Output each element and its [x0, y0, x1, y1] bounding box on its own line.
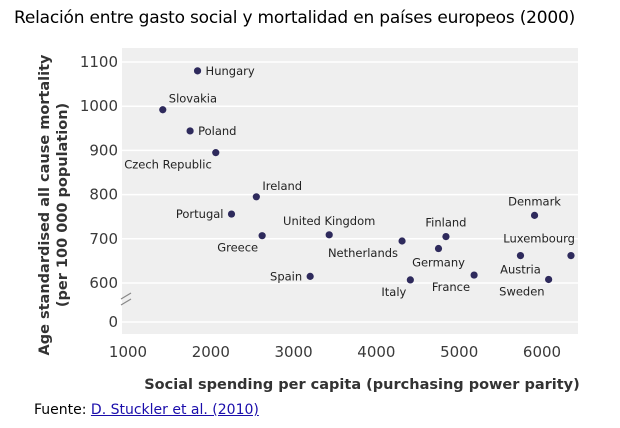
point-label: Slovakia [169, 92, 217, 106]
x-tick-label: 1000 [109, 343, 147, 361]
data-point [567, 251, 575, 260]
y-axis-label-line1: Age standardised all cause mortality [37, 54, 53, 356]
point-label: Germany [412, 256, 465, 270]
point-label: Italy [381, 285, 406, 299]
point-label: Ireland [262, 179, 302, 193]
x-tick-label: 5000 [440, 343, 478, 361]
data-point [227, 210, 236, 218]
data-point [398, 237, 406, 245]
point-label: Poland [198, 124, 236, 138]
point-label: Sweden [499, 284, 544, 298]
y-tick-label: 0 [108, 313, 118, 331]
data-point [406, 276, 414, 284]
point-label: Luxembourg [503, 232, 575, 246]
y-tick-label: 800 [89, 186, 118, 204]
x-tick-label: 2000 [192, 343, 230, 361]
x-tick-label: 4000 [357, 343, 395, 361]
data-point [212, 149, 220, 157]
scatter-chart: 1000 2000 3000 4000 5000 6000 0 600 700 800 900 10… [37, 48, 580, 393]
data-point [186, 127, 194, 135]
y-tick-label: 600 [89, 274, 118, 292]
data-point [159, 106, 167, 114]
data-point [325, 231, 333, 239]
source-link[interactable]: D. Stuckler et al. (2010) [90, 402, 259, 418]
axis-break [120, 292, 132, 306]
point-label: Hungary [206, 64, 255, 78]
x-tick-label: 6000 [523, 343, 561, 361]
data-point [258, 232, 266, 240]
data-point [442, 232, 450, 241]
y-tick-label: 1000 [80, 97, 118, 115]
y-tick-labels: 0 600 700 800 900 1000 1100 [80, 53, 118, 331]
point-label: Denmark [508, 194, 561, 208]
point-label: Finland [425, 216, 466, 230]
point-label: Netherlands [328, 246, 398, 260]
source-prefix: Fuente: [34, 402, 91, 418]
x-tick-labels: 1000 2000 3000 4000 5000 6000 [109, 343, 561, 361]
axis-break-mark [120, 298, 132, 306]
data-point [306, 272, 314, 280]
point-label: France [432, 280, 470, 294]
data-point [470, 271, 478, 279]
point-label: Portugal [176, 207, 224, 221]
point-label: Greece [217, 241, 258, 255]
y-tick-label: 700 [89, 230, 118, 248]
data-point [545, 275, 553, 284]
point-label: Czech Republic [124, 158, 212, 172]
point-label: Spain [270, 269, 302, 283]
data-point [252, 193, 260, 201]
data-point [434, 244, 443, 253]
data-point [530, 211, 539, 219]
data-points: Hungary Slovakia Poland Czech Republic Irela… [124, 64, 575, 299]
axis-break-mark [120, 292, 132, 300]
point-label: United Kingdom [283, 214, 375, 228]
chart-title: Relación entre gasto social y mortalidad… [14, 8, 576, 28]
source-footer: Fuente: D. Stuckler et al. (2010) [34, 402, 259, 418]
data-point [193, 67, 202, 75]
x-tick-label: 3000 [275, 343, 313, 361]
y-tick-label: 900 [89, 141, 118, 159]
y-tick-label: 1100 [80, 53, 118, 71]
y-axis-label-line2: (per 100 000 population) [55, 103, 71, 307]
plot-background [122, 48, 578, 334]
x-axis-label: Social spending per capita (purchasing p… [144, 377, 580, 393]
point-label: Austria [500, 263, 541, 277]
gridlines [122, 61, 578, 323]
data-point [516, 251, 525, 260]
